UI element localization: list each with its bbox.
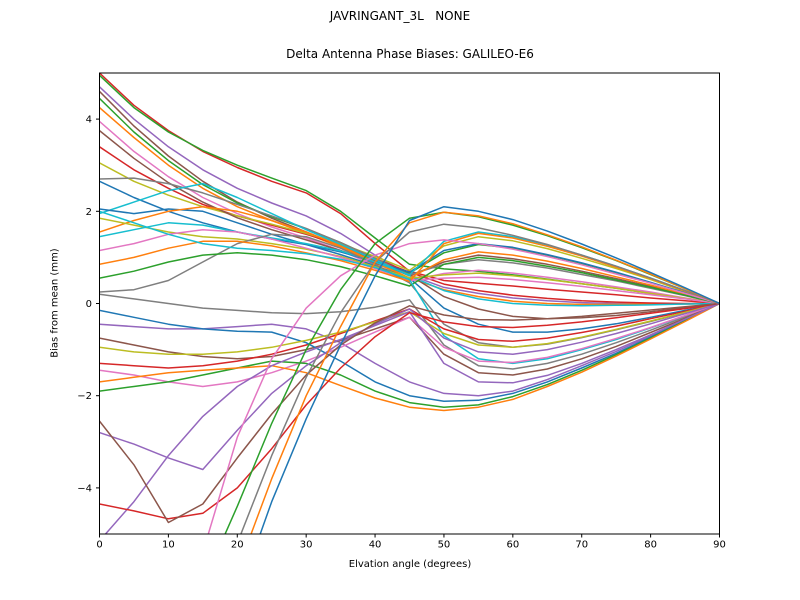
x-axis-ticks: 0 10 20 30 40 50 60 70 80 90 [96,534,726,550]
x-tick-label: 20 [231,539,244,550]
x-tick-label: 90 [713,539,726,550]
series-line-s21 [99,252,720,305]
series-line-s28 [99,302,720,402]
x-tick-label: 0 [96,539,102,550]
x-tick-label: 30 [300,539,313,550]
x-tick-label: 80 [644,539,657,550]
series-line-s30 [99,302,720,408]
series-line-s34 [99,302,720,520]
series-line-s01 [99,73,720,305]
y-axis-ticks: −4 −2 0 2 4 [77,115,100,494]
y-tick-label: −2 [77,391,92,402]
figure-suptitle: JAVRINGANT_3L NONE [329,9,471,23]
y-tick-label: 2 [86,207,92,218]
series-line-s13 [99,182,720,307]
series-line-s31 [99,302,720,412]
series-line-s39 [250,211,720,534]
series-line-s16 [99,217,720,305]
series-line-s36 [207,239,720,534]
x-tick-label: 10 [162,539,175,550]
series-line-s12 [99,180,720,305]
series-line-s23 [99,293,720,370]
series-line-s33 [104,302,720,534]
x-axis-label: Elvation angle (degrees) [348,559,472,570]
series-line-s27 [99,302,720,388]
series-line-s20 [99,232,720,305]
series-line-s22 [99,210,720,365]
chart-title: Delta Antenna Phase Biases: GALILEO-E6 [286,47,534,61]
x-tick-label: 60 [506,539,519,550]
series-lines [99,73,720,534]
x-tick-label: 50 [438,539,451,550]
series-line-s38 [240,223,720,534]
y-tick-label: 0 [86,299,92,310]
series-line-s40 [259,205,720,534]
series-line-s32 [99,302,720,471]
y-tick-label: −4 [77,483,92,494]
y-tick-label: 4 [86,115,92,126]
x-tick-label: 70 [575,539,588,550]
x-tick-label: 40 [369,539,382,550]
y-axis-label-text: Bias from mean (mm) [49,248,61,358]
series-line-s35 [99,302,720,524]
